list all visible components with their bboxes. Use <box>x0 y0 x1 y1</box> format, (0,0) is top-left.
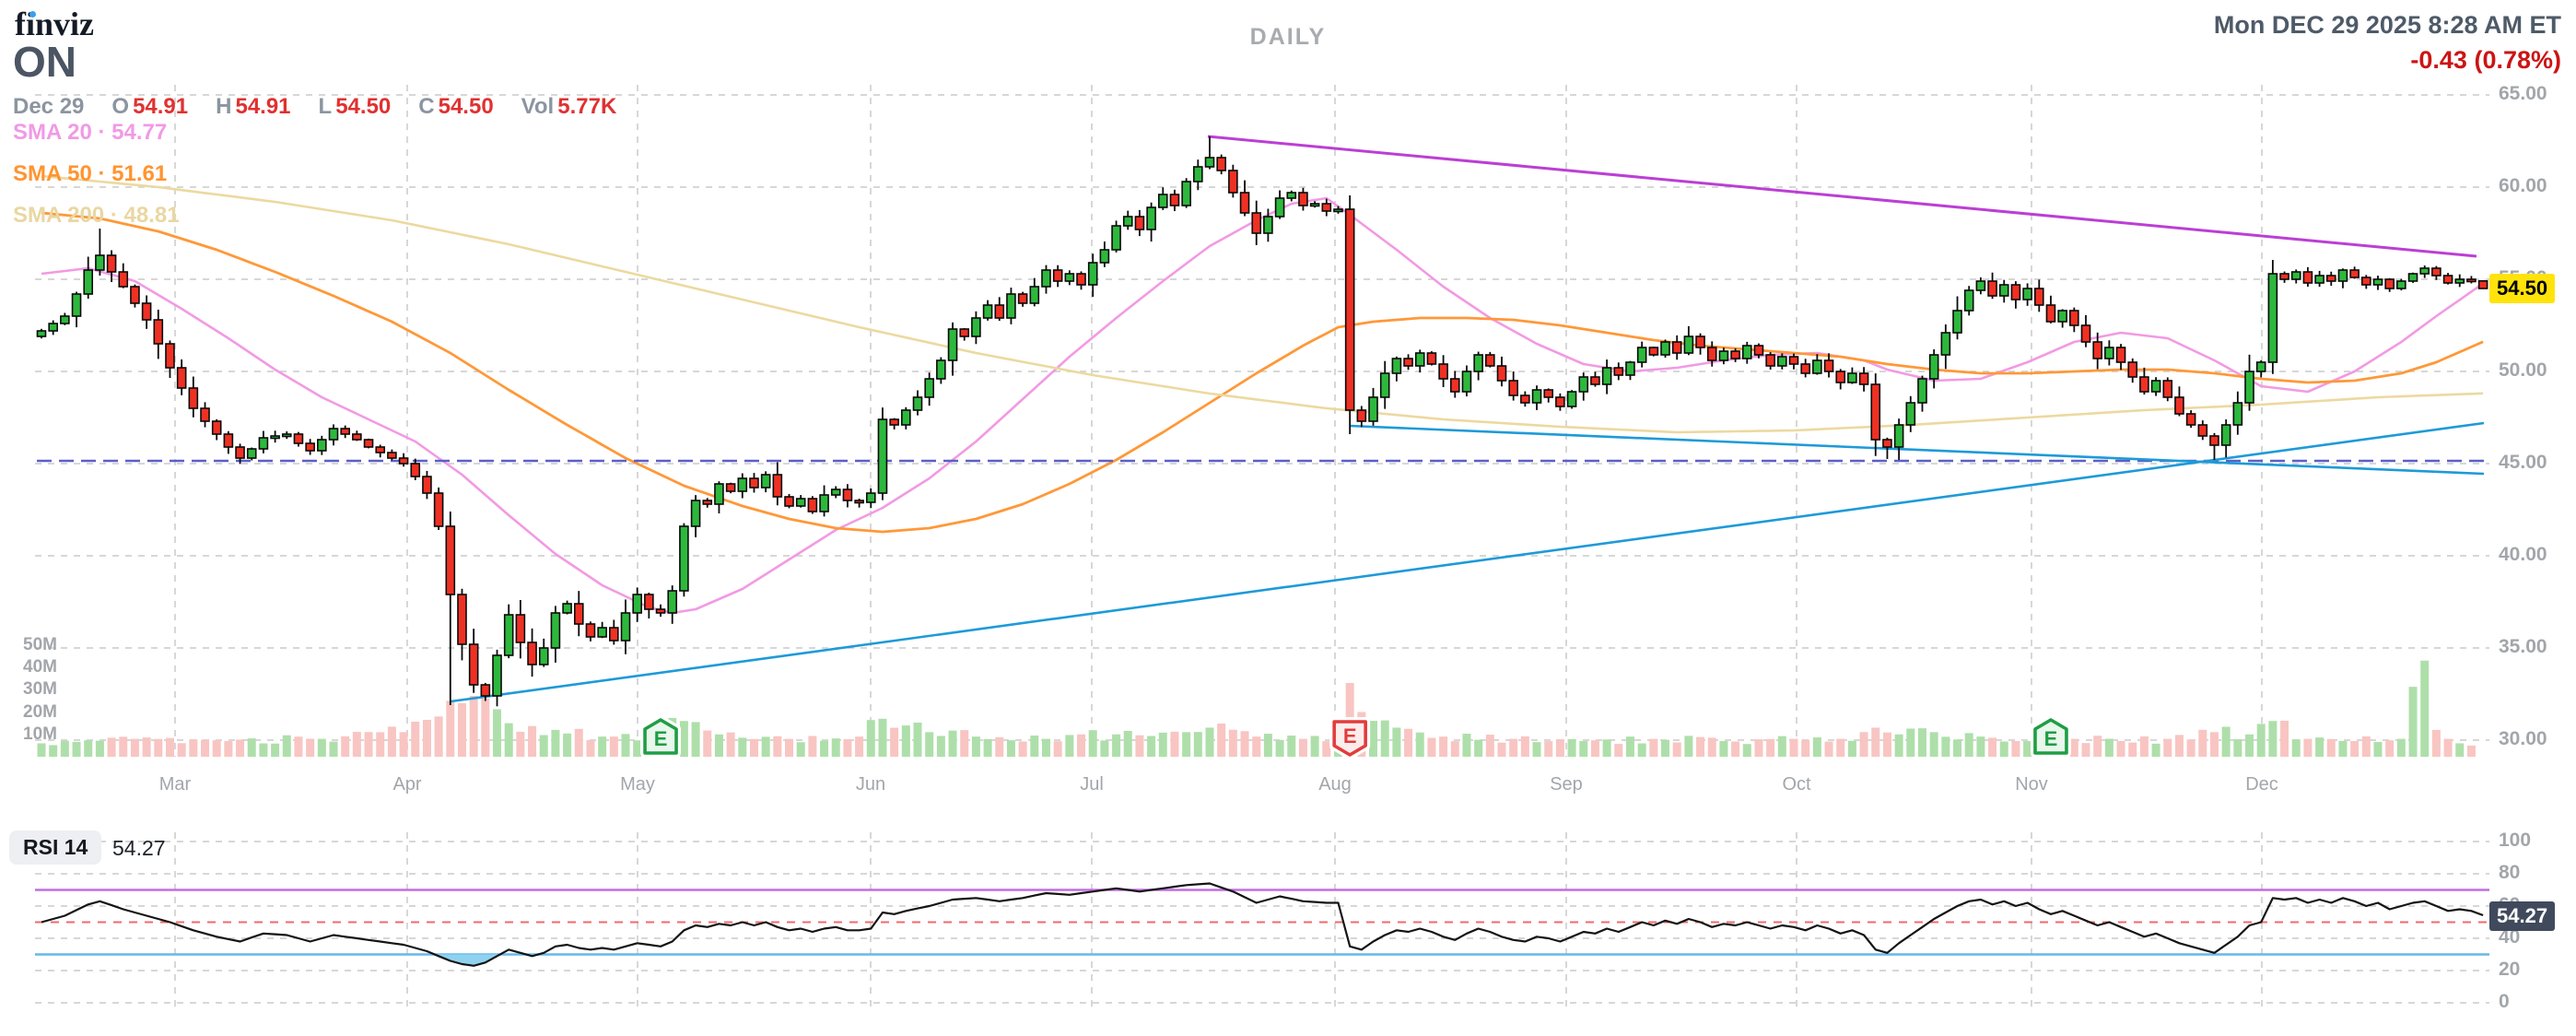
earnings-marker-icon[interactable] <box>2033 718 2068 755</box>
ohlc-item: H 54.91 <box>216 94 291 119</box>
sma-legend-row[interactable]: SMA 50 · 51.61 <box>13 161 168 186</box>
month-tick-label: Jul <box>1080 774 1104 795</box>
month-tick-label: Oct <box>1782 774 1811 795</box>
price-tick-label: 40.00 <box>2499 544 2547 565</box>
ohlc-date: Dec 29 <box>13 94 85 119</box>
earnings-marker-icon[interactable] <box>1332 720 1367 757</box>
rsi-tick-label: 80 <box>2499 862 2521 883</box>
finviz-logo-text: finviz <box>15 6 94 42</box>
timeframe-label: DAILY <box>1249 24 1327 50</box>
volume-tick-label: 50M <box>23 635 57 654</box>
current-price-tag: 54.50 <box>2489 274 2556 303</box>
price-tick-label: 65.00 <box>2499 83 2547 104</box>
price-change: -0.43 (0.78%) <box>2410 46 2561 74</box>
month-tick-label: Aug <box>1318 774 1352 795</box>
svg-text:E: E <box>654 727 668 750</box>
month-tick-label: Nov <box>2015 774 2048 795</box>
quote-datetime: Mon DEC 29 2025 8:28 AM ET <box>2213 11 2561 39</box>
month-tick-label: Dec <box>2245 774 2278 795</box>
price-tick-label: 50.00 <box>2499 359 2547 381</box>
sma-legend-row[interactable]: SMA 200 · 48.81 <box>13 203 180 228</box>
rsi-tick-label: 0 <box>2499 991 2510 1012</box>
price-tick-label: 35.00 <box>2499 636 2547 657</box>
price-tick-label: 60.00 <box>2499 175 2547 196</box>
rsi-value-tag: 54.27 <box>2489 901 2556 931</box>
rsi-indicator-label[interactable]: RSI 14 <box>9 830 102 865</box>
month-tick-label: Sep <box>1550 774 1583 795</box>
ohlc-row: Dec 29 O 54.91 H 54.91 L 54.50 C 54.50 Vol 5.77K <box>13 94 616 120</box>
price-tick-label: 45.00 <box>2499 452 2547 473</box>
ohlc-item: Vol 5.77K <box>521 94 617 119</box>
month-tick-label: Mar <box>158 774 192 795</box>
ohlc-item: C 54.50 <box>418 94 494 119</box>
logo-blue-dot-icon <box>29 11 36 18</box>
sma-legend-row[interactable]: SMA 20 · 54.77 <box>13 120 168 145</box>
volume-tick-label: 30M <box>23 679 57 699</box>
finviz-logo[interactable]: finviz <box>15 7 94 41</box>
rsi-tick-label: 20 <box>2499 959 2521 980</box>
earnings-marker-icon[interactable] <box>643 718 678 755</box>
month-tick-label: Jun <box>855 774 886 795</box>
svg-text:E: E <box>1343 724 1357 748</box>
volume-tick-label: 40M <box>23 657 57 677</box>
rsi-tick-label: 100 <box>2499 830 2532 851</box>
ohlc-item: L 54.50 <box>318 94 392 119</box>
volume-tick-label: 20M <box>23 702 57 722</box>
month-tick-label: Apr <box>392 774 422 795</box>
ohlc-item: O 54.91 <box>111 94 189 119</box>
ticker-symbol: ON <box>13 38 76 86</box>
volume-tick-label: 10M <box>23 724 57 744</box>
svg-text:E: E <box>2044 727 2058 750</box>
month-tick-label: May <box>620 774 655 795</box>
rsi-indicator-value: 54.27 <box>112 836 166 860</box>
rsi-tick-label: 40 <box>2499 926 2521 948</box>
price-tick-label: 30.00 <box>2499 728 2547 749</box>
